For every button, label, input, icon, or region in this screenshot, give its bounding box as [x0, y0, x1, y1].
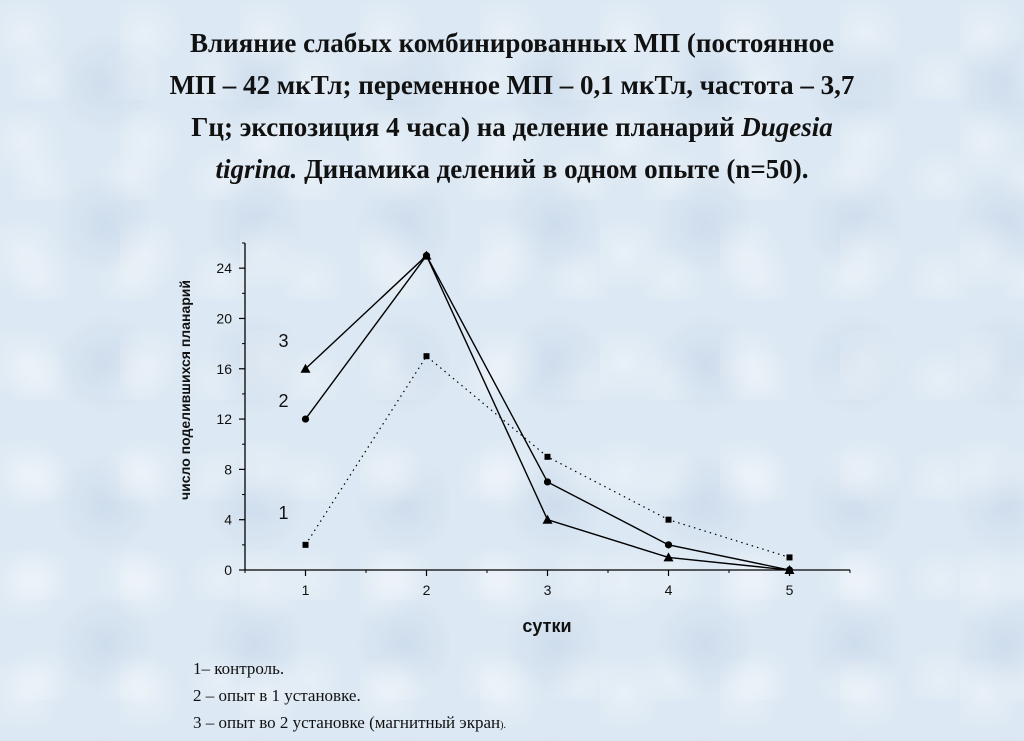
- series-1-line: [304, 355, 790, 558]
- legend-item-3-text: 3 – опыт во 2 установке (магнитный экран: [193, 713, 501, 732]
- series-3-point: [784, 565, 795, 574]
- series-1-point: [665, 516, 672, 523]
- x-tick-label: 4: [665, 582, 673, 598]
- y-tick-label: 12: [216, 411, 232, 427]
- series-2-point: [301, 415, 310, 423]
- y-tick-label: 4: [224, 512, 232, 528]
- x-tick-label: 1: [302, 582, 310, 598]
- y-axis-label: число поделившихся планарий: [177, 280, 193, 500]
- series-1-point: [786, 554, 793, 561]
- title-line-3: Гц; экспозиция 4 часа) на деление планар…: [60, 106, 964, 148]
- y-tick-label: 0: [224, 562, 232, 578]
- legend: 1– контроль. 2 – опыт в 1 установке. 3 –…: [193, 655, 506, 739]
- legend-item-3-tail: ).: [500, 720, 506, 731]
- y-tick-label: 24: [216, 260, 232, 276]
- title-species-genus: Dugesia: [741, 112, 833, 142]
- title-line-4-text: Динамика делений в одном опыте (n=50).: [304, 154, 809, 184]
- series-2-point: [543, 478, 552, 486]
- x-tick-label: 2: [423, 582, 431, 598]
- x-tick-label: 3: [544, 582, 552, 598]
- y-tick-label: 16: [216, 361, 232, 377]
- series-3-label: 3: [278, 331, 288, 351]
- series-3-point: [300, 363, 311, 373]
- title-line-3-text: Гц; экспозиция 4 часа) на деление планар…: [191, 112, 735, 142]
- chart-series-labels: 1 2 3: [278, 331, 288, 523]
- title-line-2: МП – 42 мкТл; переменное МП – 0,1 мкТл, …: [169, 70, 855, 100]
- series-1-point: [544, 453, 551, 460]
- legend-item-2: 2 – опыт в 1 установке.: [193, 686, 361, 705]
- series-2-point: [664, 541, 673, 549]
- y-tick-label: 8: [224, 461, 232, 477]
- title-line-4: tigrina. Динамика делений в одном опыте …: [60, 148, 964, 190]
- y-tick-label: 20: [216, 310, 232, 326]
- title-line-1: Влияние слабых комбинированных МП (посто…: [189, 28, 835, 58]
- series-3-point: [421, 250, 432, 260]
- title-species-name: tigrina.: [215, 154, 298, 184]
- series-1-point: [302, 541, 309, 548]
- chart-series: [300, 250, 795, 574]
- series-1-label: 1: [278, 503, 288, 523]
- series-3-point: [663, 552, 674, 562]
- series-3-point: [542, 514, 553, 524]
- x-axis-label: сутки: [522, 616, 571, 636]
- x-tick-label: 5: [786, 582, 794, 598]
- series-1-point: [423, 353, 430, 360]
- legend-item-3: 3 – опыт во 2 установке (магнитный экран…: [193, 709, 506, 739]
- slide-title: Влияние слабых комбинированных МП (посто…: [60, 22, 964, 190]
- legend-item-1: 1– контроль.: [193, 659, 285, 678]
- series-2-label: 2: [278, 391, 288, 411]
